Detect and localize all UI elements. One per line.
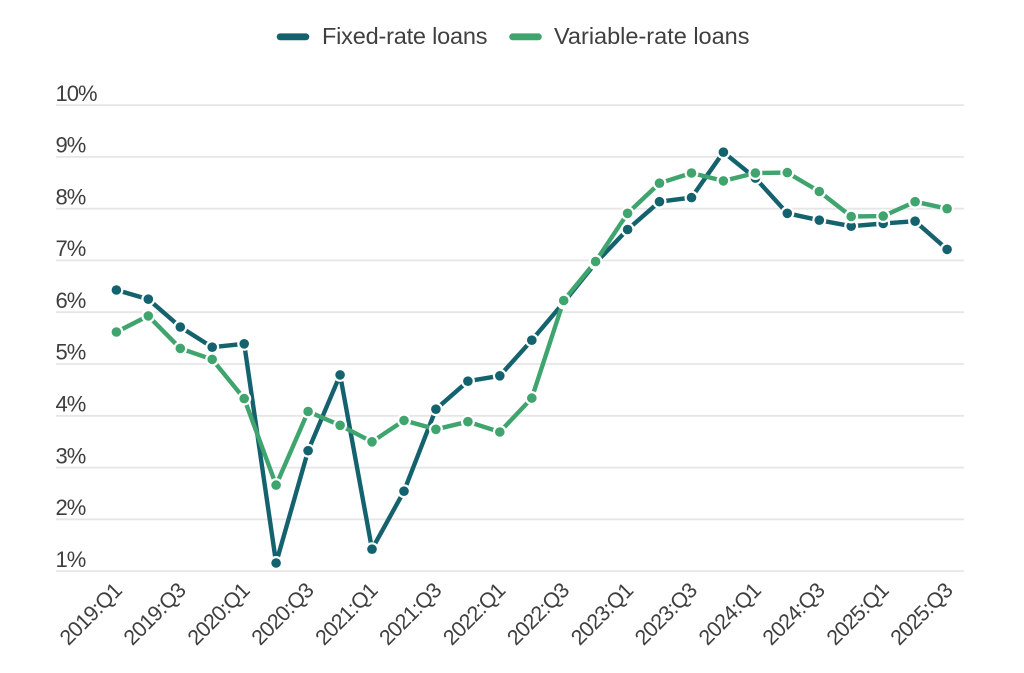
svg-text:1%: 1% (56, 547, 86, 572)
svg-text:2021:Q3: 2021:Q3 (375, 578, 447, 650)
svg-text:7%: 7% (56, 236, 86, 261)
svg-text:2019:Q3: 2019:Q3 (119, 578, 191, 650)
svg-text:2020:Q1: 2020:Q1 (183, 579, 254, 650)
svg-text:Variable-rate loans: Variable-rate loans (554, 23, 750, 49)
svg-text:2025:Q1: 2025:Q1 (822, 579, 893, 650)
svg-text:2022:Q3: 2022:Q3 (502, 578, 574, 650)
svg-text:2023:Q1: 2023:Q1 (566, 579, 637, 650)
svg-text:2024:Q1: 2024:Q1 (694, 579, 765, 650)
svg-text:2023:Q3: 2023:Q3 (630, 578, 702, 650)
svg-text:Fixed-rate loans: Fixed-rate loans (322, 23, 487, 49)
svg-text:4%: 4% (56, 392, 86, 417)
svg-text:2025:Q3: 2025:Q3 (886, 578, 958, 650)
svg-text:2022:Q1: 2022:Q1 (438, 579, 509, 650)
svg-text:2020:Q3: 2020:Q3 (247, 578, 319, 650)
svg-text:2%: 2% (56, 495, 86, 520)
svg-text:3%: 3% (56, 443, 86, 468)
svg-text:2024:Q3: 2024:Q3 (758, 578, 830, 650)
svg-text:10%: 10% (56, 81, 97, 106)
svg-text:9%: 9% (56, 133, 86, 158)
svg-text:8%: 8% (56, 184, 86, 209)
svg-text:5%: 5% (56, 340, 86, 365)
svg-text:2019:Q1: 2019:Q1 (55, 579, 126, 650)
svg-text:6%: 6% (56, 288, 86, 313)
svg-text:2021:Q1: 2021:Q1 (311, 579, 382, 650)
